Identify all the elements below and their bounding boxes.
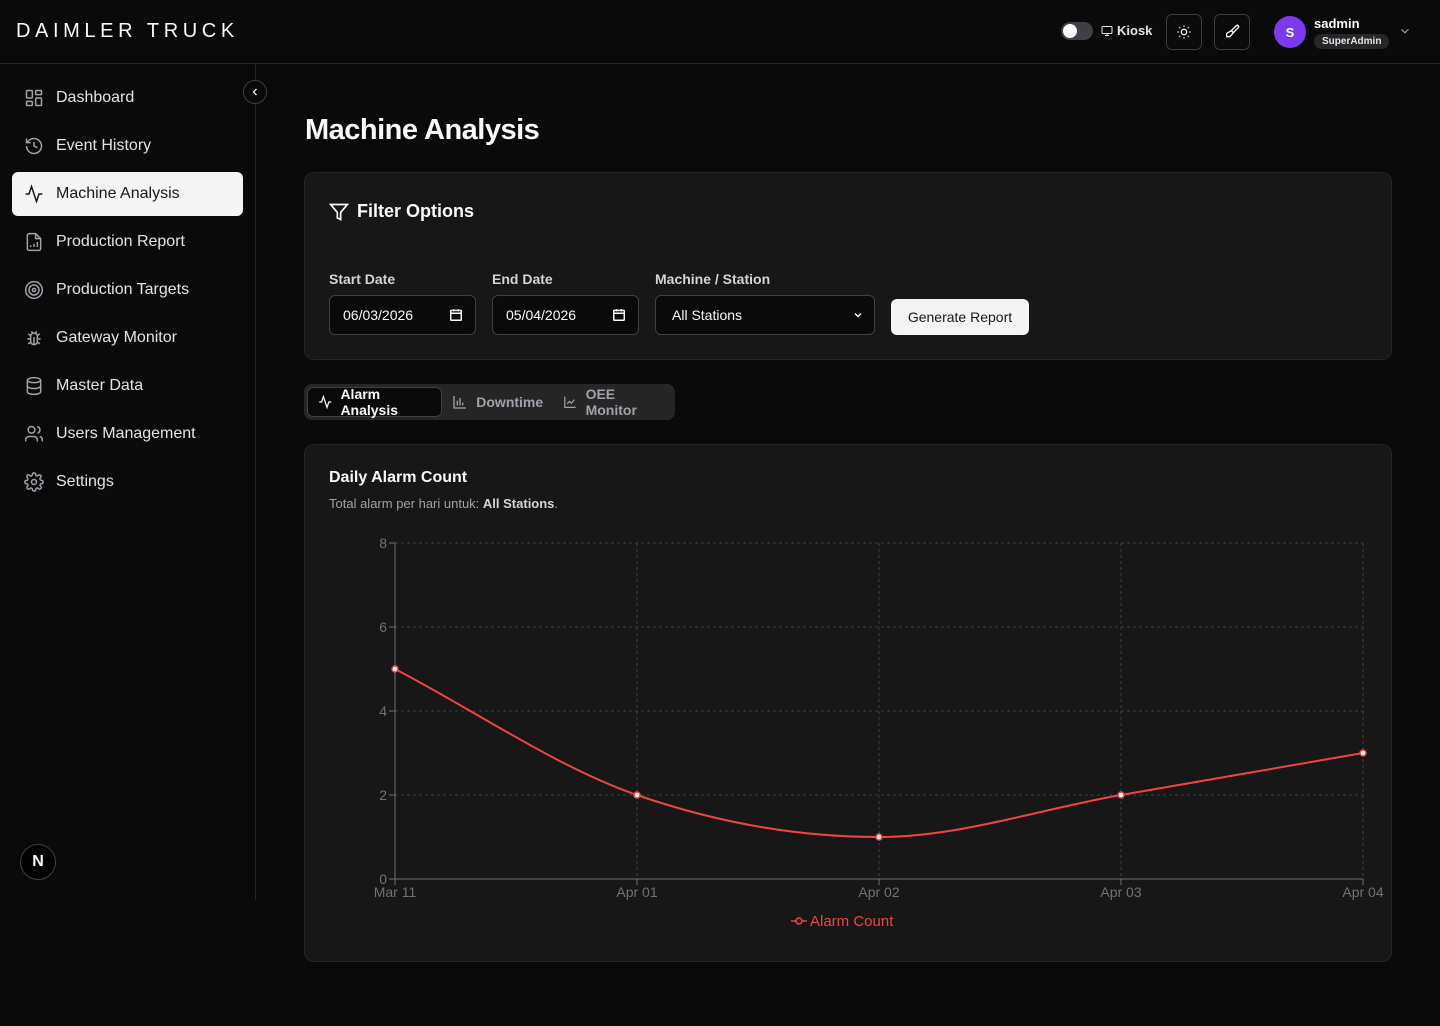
- chart-subtitle-prefix: Total alarm per hari untuk:: [329, 496, 483, 511]
- kiosk-label: Kiosk: [1101, 23, 1152, 38]
- theme-toggle-button[interactable]: [1166, 14, 1202, 50]
- data-point: [391, 665, 399, 673]
- station-label: Machine / Station: [655, 271, 771, 287]
- x-tick-label: Apr 03: [1100, 884, 1141, 900]
- sidebar-item-label: Master Data: [56, 377, 144, 394]
- line-chart-icon: [564, 396, 576, 409]
- filter-card: Filter Options Start Date 06/03/2026 End…: [304, 172, 1392, 360]
- start-date-input[interactable]: 06/03/2026: [329, 295, 476, 335]
- sidebar-item-machine-analysis[interactable]: Machine Analysis: [12, 172, 243, 216]
- calendar-icon[interactable]: [449, 308, 463, 322]
- y-tick-label: 4: [379, 703, 387, 719]
- generate-report-button[interactable]: Generate Report: [891, 299, 1029, 335]
- chevron-down-icon[interactable]: [1398, 24, 1412, 43]
- legend-label: Alarm Count: [810, 913, 894, 930]
- x-tick-label: Apr 02: [858, 884, 899, 900]
- sidebar-item-label: Event History: [56, 137, 152, 154]
- x-tick-label: Apr 01: [616, 884, 657, 900]
- activity-icon: [25, 184, 43, 204]
- chart-subtitle-value: All Stations: [482, 496, 555, 511]
- alarm-line-chart: 0 2 4 6 8 Mar 11 Apr 01 Apr 02 Apr 03 Apr 04 Alarm…: [374, 535, 1384, 930]
- sidebar-item-master-data[interactable]: Master Data: [12, 364, 243, 408]
- bar-chart-icon: [453, 396, 467, 409]
- activity-icon: [319, 394, 332, 410]
- sidebar-item-users-management[interactable]: Users Management: [12, 412, 243, 456]
- tab-downtime[interactable]: Downtime: [442, 387, 553, 417]
- brush-icon: [1226, 24, 1240, 38]
- chart-title: Daily Alarm Count: [329, 469, 468, 486]
- filter-icon: [329, 203, 349, 221]
- tab-label: OEE Monitor: [585, 386, 637, 418]
- sun-icon: [1177, 25, 1191, 39]
- data-point: [1117, 791, 1125, 799]
- station-select[interactable]: All Stations: [655, 295, 875, 335]
- brand-logo[interactable]: DAIMLER TRUCK: [16, 20, 239, 42]
- chevron-left-icon: [252, 88, 257, 96]
- dashboard-icon: [25, 89, 43, 107]
- theme-customize-button[interactable]: [1214, 14, 1250, 50]
- tab-label: Alarm Analysis: [340, 386, 399, 418]
- chart-subtitle-suffix: .: [554, 496, 559, 511]
- nextjs-badge[interactable]: N: [20, 844, 56, 880]
- gear-icon: [24, 472, 44, 492]
- analysis-tabs: Alarm Analysis Downtime OEE Monitor: [304, 384, 675, 420]
- target-icon: [24, 280, 44, 300]
- sidebar-item-event-history[interactable]: Event History: [12, 124, 243, 168]
- user-role-badge: SuperAdmin: [1314, 34, 1390, 49]
- chart-subtitle: Total alarm per hari untuk: All Stations…: [329, 496, 558, 511]
- monitor-icon: [1101, 25, 1113, 36]
- report-icon: [26, 232, 42, 252]
- y-tick-label: 6: [379, 619, 387, 635]
- legend-marker: [795, 917, 803, 925]
- sidebar-item-label: Gateway Monitor: [56, 329, 177, 346]
- end-date-label: End Date: [492, 271, 553, 287]
- database-icon: [26, 376, 42, 396]
- end-date-input[interactable]: 05/04/2026: [492, 295, 639, 335]
- toggle-knob: [1063, 24, 1077, 38]
- sidebar-item-label: Production Report: [56, 233, 185, 250]
- calendar-icon[interactable]: [612, 308, 626, 322]
- data-point: [1359, 749, 1367, 757]
- sidebar-item-production-targets[interactable]: Production Targets: [12, 268, 243, 312]
- chart-card: Daily Alarm Count Total alarm per hari u…: [304, 444, 1392, 962]
- chevron-down-icon: [854, 312, 862, 318]
- history-icon: [25, 137, 43, 155]
- sidebar-item-label: Settings: [56, 473, 114, 490]
- sidebar-item-label: Users Management: [56, 425, 196, 442]
- kiosk-toggle[interactable]: [1061, 22, 1093, 40]
- sidebar-item-settings[interactable]: Settings: [12, 460, 243, 504]
- sidebar: [0, 64, 256, 900]
- start-date-value: 06/03/2026: [343, 307, 414, 323]
- end-date-value: 05/04/2026: [506, 307, 577, 323]
- start-date-label: Start Date: [329, 271, 396, 287]
- bug-icon: [27, 330, 41, 346]
- tab-oee-monitor[interactable]: OEE Monitor: [553, 386, 672, 418]
- sidebar-item-dashboard[interactable]: Dashboard: [12, 76, 243, 120]
- sidebar-item-production-report[interactable]: Production Report: [12, 220, 243, 264]
- sidebar-item-label: Machine Analysis: [56, 185, 180, 202]
- top-header: DAIMLER TRUCK Kiosk S sadmin SuperAdmin: [0, 0, 1440, 64]
- y-tick-label: 8: [379, 535, 387, 551]
- kiosk-text: Kiosk: [1117, 23, 1153, 38]
- tab-alarm-analysis[interactable]: Alarm Analysis: [307, 386, 443, 418]
- user-name: sadmin: [1314, 16, 1360, 31]
- sidebar-item-gateway-monitor[interactable]: Gateway Monitor: [12, 316, 243, 360]
- x-tick-label: Apr 04: [1342, 884, 1383, 900]
- station-select-value: All Stations: [672, 307, 743, 323]
- x-tick-label: Mar 11: [374, 884, 417, 900]
- data-point: [633, 791, 641, 799]
- sidebar-item-label: Dashboard: [56, 89, 135, 106]
- avatar[interactable]: S: [1274, 16, 1306, 48]
- filter-title: Filter Options: [329, 201, 474, 222]
- y-tick-label: 0: [379, 871, 387, 887]
- y-tick-label: 2: [379, 787, 387, 803]
- page-title: Machine Analysis: [305, 114, 540, 146]
- users-icon: [24, 425, 44, 442]
- filter-title-text: Filter Options: [357, 201, 474, 221]
- data-point: [875, 833, 883, 841]
- sidebar-collapse-button[interactable]: [243, 80, 267, 104]
- sidebar-item-label: Production Targets: [56, 281, 190, 298]
- tab-label: Downtime: [476, 394, 544, 410]
